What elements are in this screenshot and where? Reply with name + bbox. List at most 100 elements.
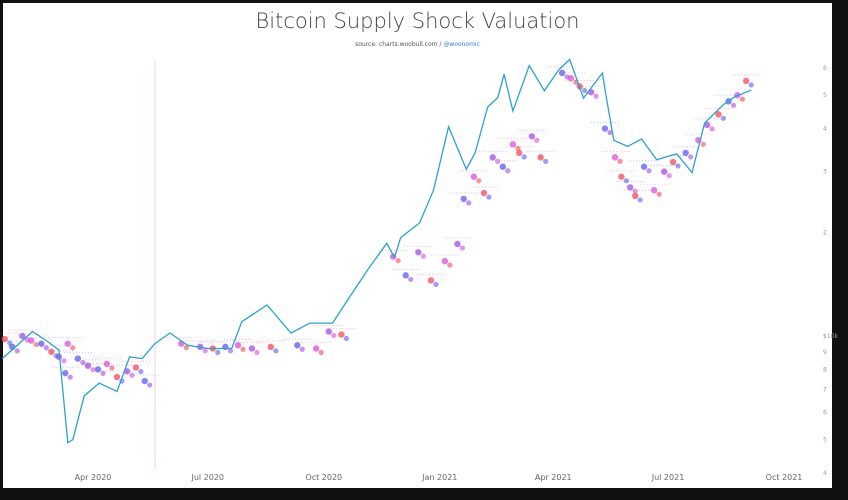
chart-subtitle: source: charts.woobull.com / @woonomic [3, 41, 832, 48]
valuation-dot [19, 332, 26, 340]
valuation-dot [402, 272, 409, 279]
valuation-dot [459, 245, 466, 251]
valuation-dot [28, 337, 35, 344]
valuation-dot [623, 178, 629, 184]
valuation-dot [495, 158, 501, 164]
valuation-dot [626, 184, 634, 191]
valuation-dot [441, 257, 449, 265]
valuation-dot [420, 253, 426, 259]
valuation-dot [273, 348, 279, 354]
valuation-dot [90, 367, 96, 373]
valuation-dot [234, 342, 242, 349]
y-tick-label: 5 [823, 437, 827, 444]
valuation-dot [646, 168, 652, 174]
valuation-dot [688, 154, 694, 160]
valuation-dot [742, 77, 750, 85]
valuation-dot [1, 335, 8, 343]
valuation-dot [395, 258, 401, 264]
y-tick-label: $10k [823, 333, 838, 340]
valuation-dot [607, 129, 613, 136]
valuation-dot [70, 345, 76, 351]
y-tick-label: 3 [823, 169, 827, 176]
valuation-dot [593, 93, 599, 99]
valuation-dot [601, 125, 609, 132]
valuation-dot [103, 360, 111, 368]
valuation-dot [509, 141, 517, 148]
valuation-dot [661, 168, 668, 175]
valuation-dot [109, 365, 115, 371]
valuation-dot [43, 345, 49, 351]
valuation-dot [38, 340, 45, 347]
valuation-dot [720, 115, 727, 121]
valuation-dot [730, 102, 737, 108]
valuation-dot [84, 362, 92, 369]
valuation-dot [534, 137, 540, 143]
y-tick-label: 4 [823, 470, 827, 477]
valuation-dot [486, 194, 492, 200]
valuation-dot [325, 328, 333, 335]
valuation-dot [132, 364, 140, 371]
valuation-dot [543, 158, 549, 164]
valuation-dot [294, 342, 301, 349]
valuation-dot [682, 149, 689, 157]
y-axis: 6 5 4 3 2 $10k 9 8 7 6 5 4 [823, 65, 838, 477]
valuation-dot [94, 366, 102, 373]
valuation-dot [516, 149, 523, 157]
valuation-dot [466, 200, 472, 206]
valuation-dot [129, 372, 135, 378]
valuation-dot [100, 370, 106, 376]
x-tick-label: Jul 2021 [651, 473, 685, 482]
valuation-dot [505, 168, 511, 174]
valuation-dot [64, 340, 71, 347]
valuation-dot [267, 343, 275, 351]
valuation-dot [183, 345, 189, 351]
x-axis: Apr 2020 Jul 2020 Oct 2020 Jan 2021 Apr 2021… [75, 473, 803, 482]
y-tick-label: 5 [823, 92, 827, 99]
price-line [1, 58, 752, 444]
valuation-dot [215, 349, 221, 356]
valuation-dot [343, 335, 350, 342]
valuation-dot [537, 154, 544, 161]
valuation-dot [470, 173, 478, 180]
valuation-dot [567, 75, 575, 82]
valuation-dot [611, 154, 619, 161]
subtitle-source: source: charts.woobull.com / [355, 41, 442, 48]
valuation-dot [666, 173, 672, 179]
valuation-dot [709, 126, 715, 132]
y-tick-label: 4 [823, 126, 827, 133]
valuation-dot [61, 358, 67, 364]
valuation-dot [254, 349, 260, 356]
x-tick-label: Apr 2021 [535, 473, 572, 482]
valuation-dot [299, 346, 305, 352]
y-tick-label: 8 [823, 366, 827, 373]
valuation-dot [80, 359, 86, 366]
valuation-dot [312, 345, 320, 352]
valuation-dot [318, 349, 324, 356]
valuation-dot [632, 192, 639, 200]
valuation-dots [0, 66, 761, 388]
valuation-dot [48, 348, 55, 355]
valuation-dot [650, 186, 658, 194]
valuation-dot [427, 277, 435, 284]
y-tick-label: 9 [823, 349, 827, 356]
valuation-dot [748, 82, 754, 88]
valuation-dot [141, 377, 148, 385]
valuation-dot [433, 281, 439, 288]
valuation-dot [632, 188, 638, 194]
valuation-dot [480, 189, 488, 197]
valuation-dot [202, 348, 208, 354]
valuation-dot [147, 382, 153, 388]
chart-frame: Bitcoin Supply Shock Valuation source: c… [3, 3, 832, 488]
valuation-dot [415, 249, 422, 256]
valuation-dot [521, 154, 527, 160]
subtitle-handle-link[interactable]: @woonomic [443, 41, 480, 48]
valuation-dot [656, 191, 662, 197]
valuation-dot [33, 341, 39, 348]
x-tick-label: Jul 2020 [190, 473, 224, 482]
valuation-dot [55, 353, 63, 361]
valuation-dot [454, 240, 461, 248]
valuation-dot [74, 355, 82, 362]
valuation-dot [528, 133, 536, 140]
valuation-dot [617, 158, 623, 164]
